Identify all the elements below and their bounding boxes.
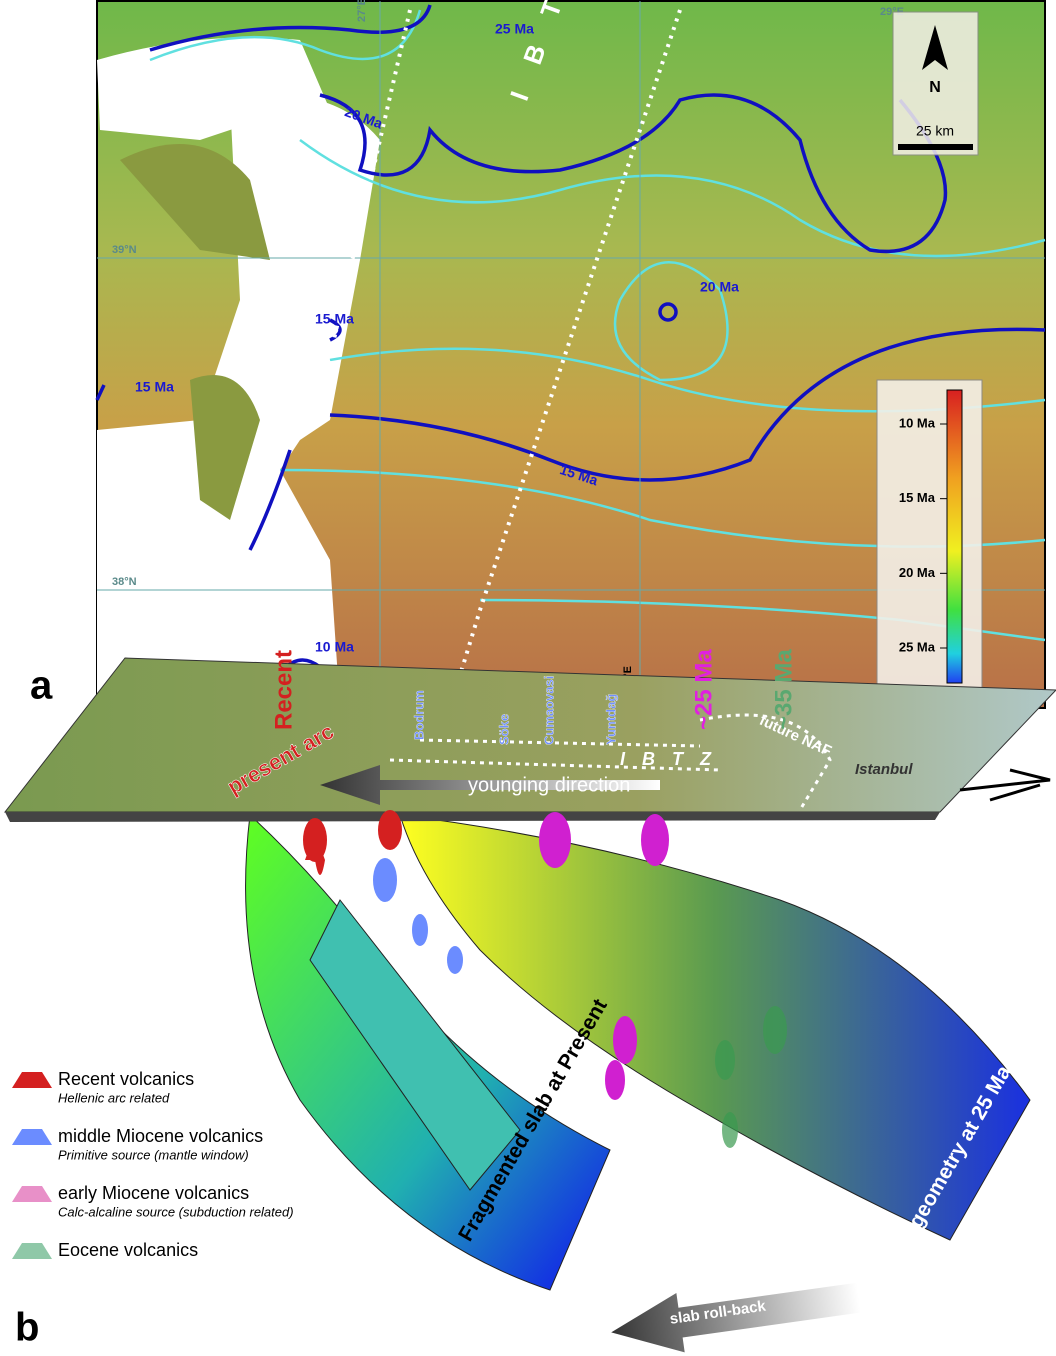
legend-note: Primitive source (mantle window) <box>58 1147 249 1162</box>
contour-label: 15 Ma <box>315 311 354 327</box>
place-label: Bodrum <box>411 690 426 740</box>
scale-label: 25 km <box>916 123 954 139</box>
contour-label: 10 Ma <box>315 639 354 655</box>
legend-swatch <box>12 1072 52 1088</box>
legend-label: early Miocene volcanics <box>58 1183 249 1203</box>
figure: 25 Ma 20 Ma 20 Ma 15 Ma 15 Ma 15 Ma 10 M… <box>0 0 1056 1356</box>
place-label: Yuntdağ <box>603 694 618 745</box>
legend-note: Calc-alcaline source (subduction related… <box>58 1204 294 1219</box>
latitude-label: 39°N <box>112 244 137 256</box>
legend-label: middle Miocene volcanics <box>58 1126 263 1146</box>
arrow-label: younging direction <box>468 774 630 796</box>
age-marker: Recent <box>270 650 297 730</box>
city-label: Istanbul <box>855 761 913 778</box>
north-label: N <box>929 79 941 96</box>
window-label: window <box>344 846 373 893</box>
map: 25 Ma 20 Ma 20 Ma 15 Ma 15 Ma 15 Ma 10 M… <box>97 0 1045 708</box>
place-label: Cumaovasi <box>541 676 556 745</box>
colorbar-label: 20 Ma <box>899 565 936 580</box>
longitude-label: 27°E <box>356 0 368 22</box>
contour-label: 15 Ma <box>135 379 174 395</box>
colorbar-label: 15 Ma <box>899 490 936 505</box>
legend-label: Eocene volcanics <box>58 1240 198 1260</box>
age-marker: ~25 Ma <box>690 649 717 730</box>
legend-swatch <box>12 1186 52 1202</box>
panel-label: a <box>30 664 53 708</box>
legend-note: Hellenic arc related <box>58 1090 170 1105</box>
colorbar-label: 10 Ma <box>899 415 936 430</box>
colorbar-label: 25 Ma <box>899 639 936 654</box>
legend-swatch <box>12 1243 52 1259</box>
contour-label: 20 Ma <box>700 279 739 295</box>
latitude-label: 38°N <box>112 576 137 588</box>
place-label: Söke <box>496 714 511 745</box>
panel-label: b <box>15 1306 39 1350</box>
legend-label: Recent volcanics <box>58 1069 194 1089</box>
legend-swatch <box>12 1129 52 1145</box>
zone-label: I B T Z <box>620 749 717 769</box>
